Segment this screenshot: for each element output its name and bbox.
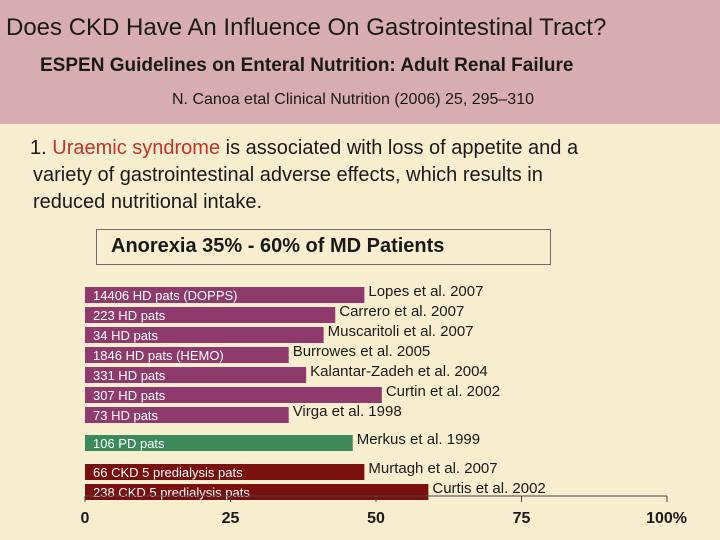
chart-title-box: Anorexia 35% - 60% of MD Patients [96,229,551,265]
bar [85,347,289,363]
bullet-line-1-rest: is associated with loss of appetite and … [225,137,579,159]
bar-source-label: Muscaritoli et al. 2007 [328,323,474,340]
bar [85,327,324,343]
bar-label: 34 HD pats [93,328,159,343]
bar [85,367,307,383]
bar-source-label: Curtin et al. 2002 [386,383,500,400]
bar-source-label: Kalantar-Zadeh et al. 2004 [310,363,488,380]
bar-label: 14406 HD pats (DOPPS) [93,288,238,303]
slide-citation: N. Canoa etal Clinical Nutrition (2006) … [172,91,534,108]
bullet-highlight: Uraemic syndrome [52,137,221,159]
bar [85,307,336,323]
bullet-number: 1. [30,137,47,159]
bar-source-label: Burrowes et al. 2005 [293,343,431,360]
bar-label: 238 CKD 5 predialysis pats [93,485,250,500]
x-tick-label: 75 [513,510,531,527]
bar-source-label: Carrero et al. 2007 [339,303,464,320]
bar-label: 106 PD pats [93,436,165,451]
slide-header: Does CKD Have An Influence On Gastrointe… [0,0,720,124]
bullet-point: 1. Uraemic syndrome is associated with l… [30,135,700,216]
bullet-line-1: 1. Uraemic syndrome is associated with l… [30,135,700,162]
bar-label: 66 CKD 5 predialysis pats [93,465,243,480]
bar-label: 331 HD pats [93,368,166,383]
slide-subtitle: ESPEN Guidelines on Enteral Nutrition: A… [40,55,574,76]
bar [85,464,365,480]
bar-label: 73 HD pats [93,408,159,423]
bar [85,287,365,303]
bar-source-label: Murtagh et al. 2007 [368,460,497,477]
bullet-line-3: reduced nutritional intake. [33,191,263,213]
bar [85,435,353,451]
bar [85,387,382,403]
bar [85,407,289,423]
bar-label: 1846 HD pats (HEMO) [93,348,224,363]
chart-title: Anorexia 35% - 60% of MD Patients [111,235,445,257]
bar-source-label: Curtis et al. 2002 [432,480,545,497]
bullet-line-2: variety of gastrointestinal adverse effe… [33,164,543,186]
bar-source-label: Lopes et al. 2007 [368,283,483,300]
bar-source-label: Virga et al. 1998 [293,403,402,420]
bar-source-label: Merkus et al. 1999 [357,431,480,448]
slide-title: Does CKD Have An Influence On Gastrointe… [6,14,607,41]
x-tick-label: 25 [222,510,240,527]
bar-label: 223 HD pats [93,308,166,323]
x-tick-label: 100% [646,510,687,527]
x-tick-label: 0 [81,510,90,527]
bar-label: 307 HD pats [93,388,166,403]
x-tick-label: 50 [367,510,385,527]
